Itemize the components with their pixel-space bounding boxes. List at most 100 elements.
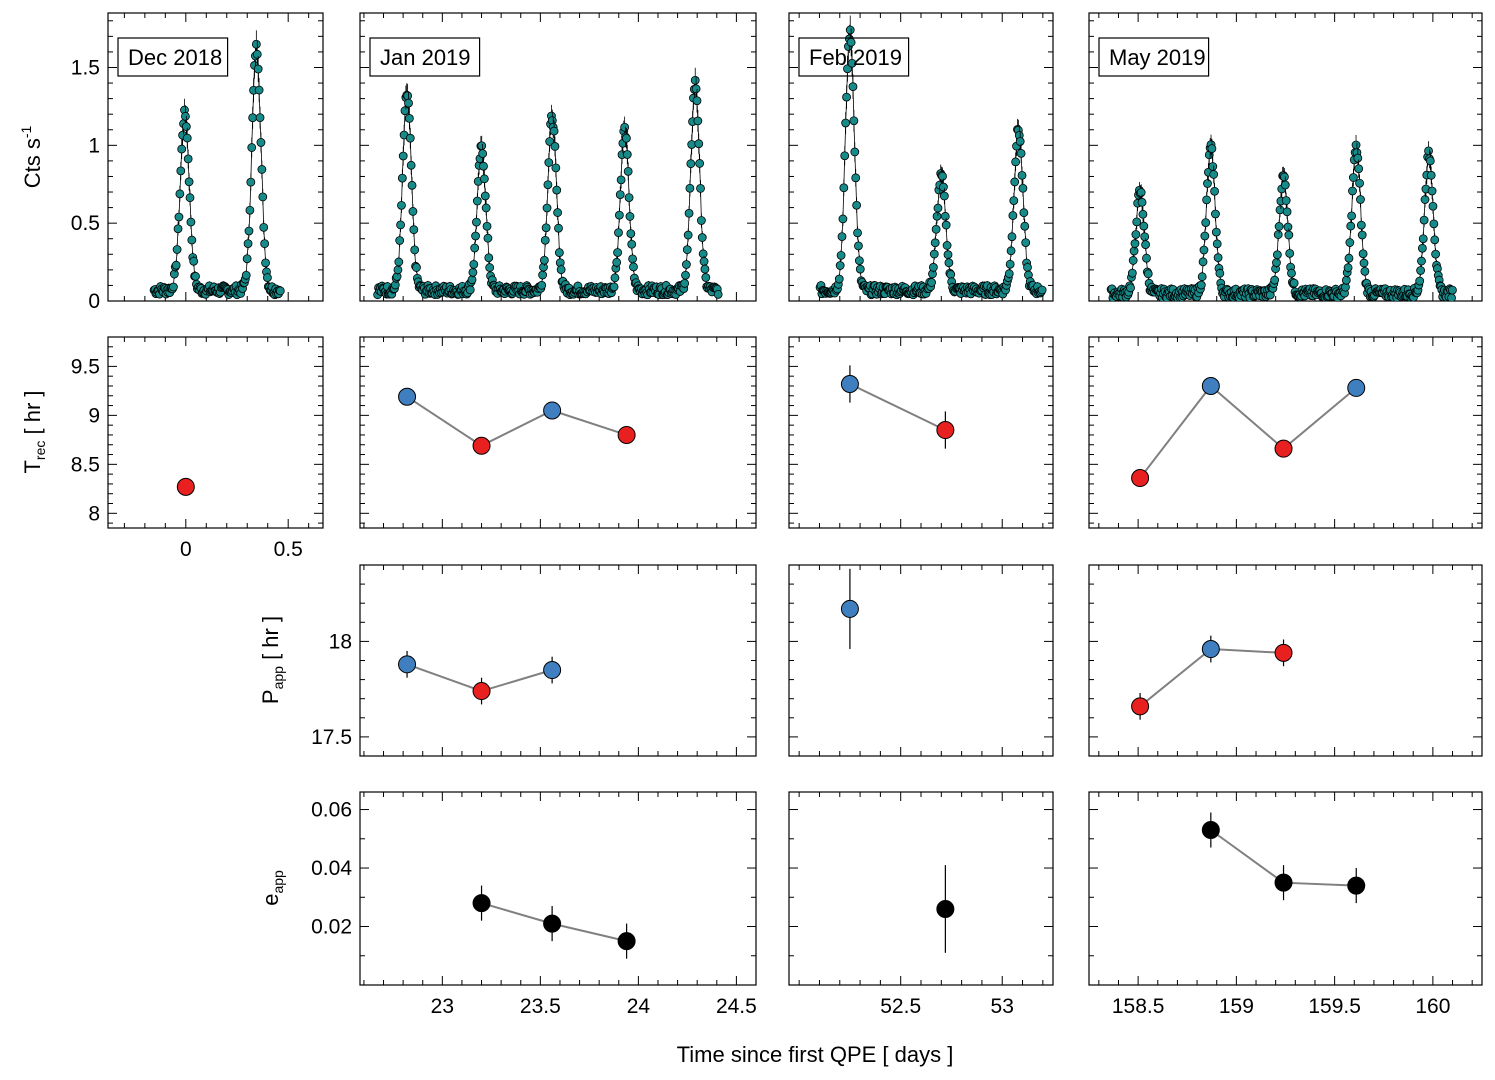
data-point	[1142, 253, 1151, 263]
data-point	[1130, 239, 1140, 248]
data-point	[1139, 221, 1149, 231]
data-point	[1017, 170, 1027, 180]
data-point	[840, 375, 859, 394]
data-point	[187, 235, 197, 245]
data-point	[682, 245, 692, 255]
data-point	[1347, 211, 1357, 221]
data-point	[470, 243, 480, 253]
data-point	[395, 236, 405, 245]
data-point	[175, 189, 185, 199]
panel-frame	[107, 12, 324, 302]
data-point	[1417, 256, 1426, 266]
data-point	[477, 141, 487, 151]
y-tick-label: 8	[88, 502, 100, 525]
panel-frame	[1088, 791, 1483, 986]
data-point	[540, 235, 550, 245]
data-point	[1212, 239, 1222, 249]
data-point	[1006, 246, 1016, 256]
data-point	[1428, 201, 1438, 211]
data-point	[1448, 285, 1457, 295]
data-point	[468, 267, 478, 277]
data-point	[680, 278, 690, 288]
data-point	[275, 286, 285, 296]
panel-papp-feb	[788, 564, 1054, 757]
data-point	[1136, 188, 1146, 197]
data-point	[839, 183, 849, 193]
data-point	[690, 75, 700, 85]
data-point	[682, 260, 691, 269]
data-point	[1356, 220, 1366, 230]
data-point	[465, 285, 475, 295]
data-point	[1353, 153, 1363, 163]
data-point	[467, 275, 477, 285]
plot-area	[472, 885, 636, 959]
panel-title-box	[798, 37, 910, 77]
data-point	[1280, 172, 1289, 182]
data-point	[1010, 177, 1020, 187]
row-label-main: Cts s	[20, 138, 45, 188]
data-point	[1274, 439, 1293, 458]
data-point	[1140, 232, 1150, 242]
x-tick-label: 159.5	[1308, 995, 1361, 1018]
data-point	[1425, 156, 1435, 166]
panel-frame	[359, 12, 757, 302]
data-point	[186, 217, 196, 227]
panel-frame	[1088, 12, 1483, 302]
data-point	[614, 228, 623, 238]
data-point	[1129, 246, 1139, 256]
data-point	[835, 261, 845, 270]
panel-trec-dec: 8 8.5 9 9.5 0 0.5	[71, 336, 324, 561]
data-point	[1015, 137, 1025, 146]
data-point	[552, 185, 562, 195]
data-point	[1283, 222, 1293, 232]
data-point	[694, 139, 704, 149]
row-label-sup: -1	[18, 126, 34, 139]
data-point	[545, 137, 555, 146]
panel-frame	[788, 336, 1054, 529]
row-label-main: e	[258, 894, 283, 906]
data-point	[171, 260, 181, 270]
data-point	[929, 249, 939, 259]
data-point	[252, 49, 262, 59]
data-point	[624, 193, 634, 202]
panel-frame	[359, 336, 757, 529]
y-tick-label: 0.02	[311, 916, 352, 939]
data-point	[936, 421, 955, 440]
data-point	[933, 203, 943, 213]
ylabel-trec: Trec [ hr ]	[20, 390, 48, 473]
data-point	[1281, 196, 1291, 205]
data-point	[542, 203, 552, 213]
panel-title-text: Feb 2019	[809, 45, 902, 70]
panel-title-box	[369, 37, 481, 77]
plot-area	[398, 650, 562, 705]
y-tick-label: 18	[329, 630, 352, 653]
data-point	[480, 191, 490, 201]
data-point	[398, 655, 417, 674]
data-point	[1427, 186, 1437, 196]
data-point	[1359, 258, 1369, 268]
data-point	[847, 58, 857, 68]
data-point	[1018, 183, 1028, 193]
data-point	[686, 159, 696, 169]
data-point	[609, 282, 619, 292]
data-point	[692, 96, 702, 106]
data-point	[394, 257, 404, 267]
data-point	[629, 262, 638, 272]
data-point	[543, 661, 562, 680]
plot-area	[840, 365, 955, 449]
ylabel-eapp: eapp	[258, 870, 286, 906]
data-point	[1199, 245, 1209, 255]
data-point	[615, 190, 625, 199]
data-point	[1037, 285, 1047, 295]
data-point	[253, 64, 263, 74]
plot-area	[815, 15, 1047, 300]
data-point	[1274, 873, 1293, 892]
data-point	[1011, 157, 1021, 167]
data-point	[484, 253, 494, 263]
panel-title-box	[1098, 37, 1210, 77]
data-point	[479, 174, 489, 184]
data-point	[1348, 186, 1357, 196]
data-point	[838, 214, 848, 224]
data-point	[614, 210, 624, 220]
data-point	[472, 436, 491, 455]
